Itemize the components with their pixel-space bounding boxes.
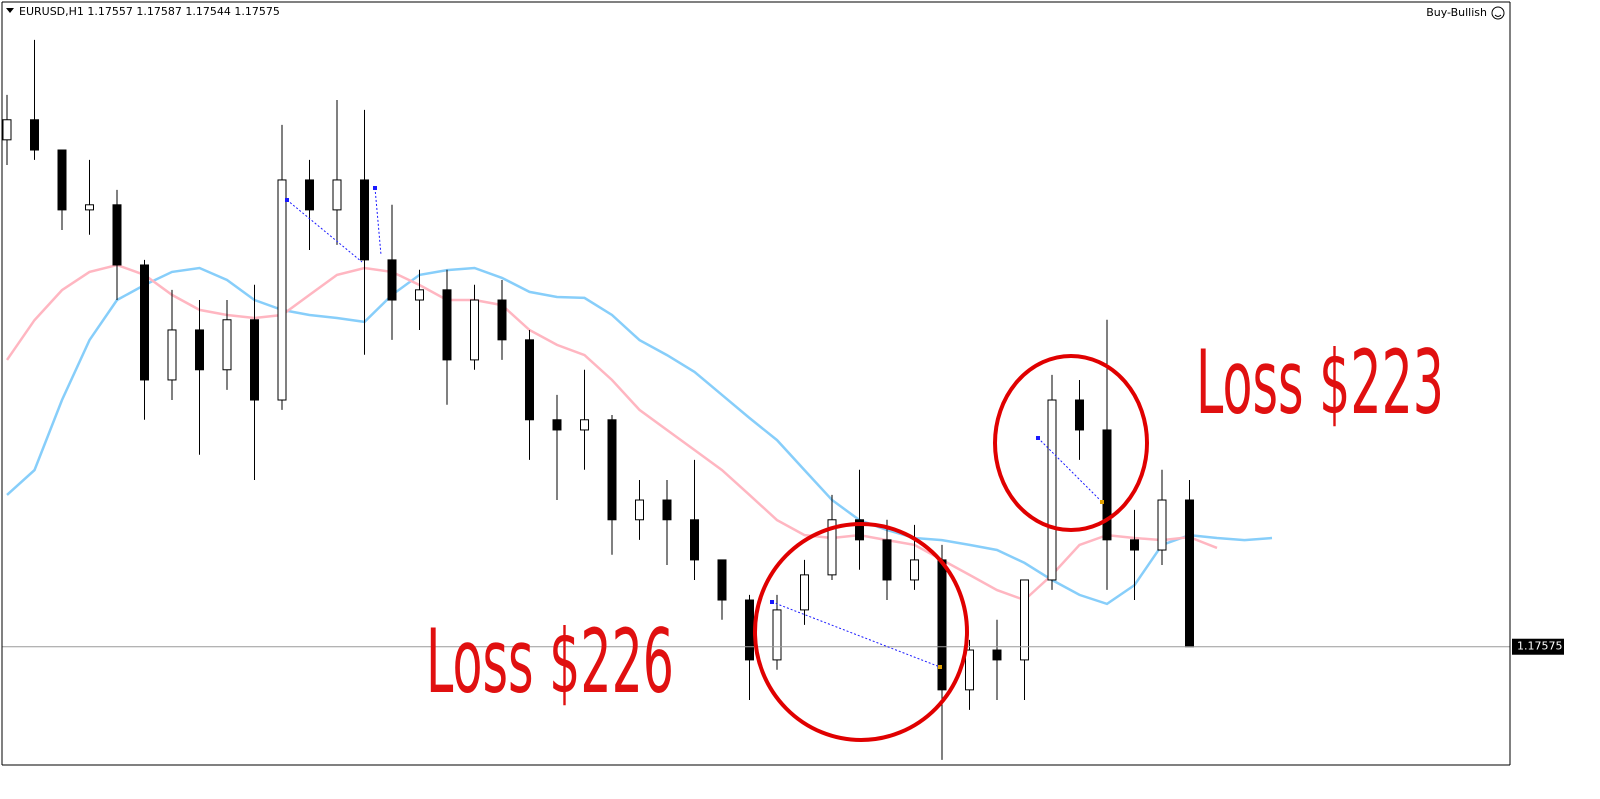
chart-title: EURUSD,H1 1.17557 1.17587 1.17544 1.1757…	[19, 5, 280, 18]
candle-body	[607, 419, 617, 521]
annotation: Loss $226	[426, 610, 674, 713]
trade-markers	[285, 186, 1104, 669]
trade-marker	[1036, 436, 1040, 440]
candle-body	[250, 319, 259, 401]
smiley	[1491, 6, 1505, 20]
candle-body	[1075, 399, 1084, 431]
candle-body	[882, 539, 892, 581]
candle-body	[497, 299, 507, 341]
trade-lines	[286, 187, 1103, 668]
candle-body	[690, 519, 699, 561]
candle-body	[2, 119, 12, 141]
candle-body	[910, 559, 919, 581]
candle-body	[552, 419, 562, 431]
candle-body	[827, 519, 837, 576]
candle-body	[717, 559, 727, 601]
candle-body	[1047, 399, 1057, 581]
moving-average	[5, 263, 1218, 602]
candle-body	[57, 149, 67, 211]
candle-body	[1020, 579, 1029, 661]
trade-line	[374, 187, 382, 256]
candle-body	[415, 289, 424, 301]
candle-body	[1130, 539, 1139, 551]
candle-body	[387, 259, 397, 301]
candle-body	[635, 499, 644, 521]
price-label: 1.17575	[1517, 640, 1563, 653]
candle-body	[195, 329, 204, 371]
trade-marker	[373, 186, 377, 190]
candle-body	[772, 609, 782, 661]
candle-body	[112, 204, 122, 266]
trade-marker	[938, 665, 942, 669]
candle-body	[937, 559, 947, 691]
axes: 1.17575	[1512, 638, 1564, 655]
candle-body	[85, 204, 94, 211]
candle-body	[1157, 499, 1167, 551]
candle-body	[30, 119, 39, 151]
candle-body	[305, 179, 314, 211]
candle-body	[470, 299, 479, 361]
candle-body	[332, 179, 342, 211]
price-label-box	[1512, 638, 1564, 655]
trade-marker	[1100, 500, 1104, 504]
trade-line	[1037, 437, 1103, 503]
highlight-circle	[993, 354, 1149, 532]
annotation: Loss $223	[1196, 331, 1444, 434]
candle-body	[277, 179, 287, 401]
plot	[2, 39, 1510, 760]
candle-body	[1102, 429, 1112, 541]
smiley-mouth	[1494, 14, 1502, 17]
candle-body	[745, 599, 754, 661]
candle-body	[360, 179, 369, 261]
candle-body	[580, 419, 589, 431]
menu-arrow[interactable]	[6, 8, 14, 13]
smiley-face	[1491, 6, 1505, 20]
indicator-label: Buy-Bullish	[1426, 6, 1487, 19]
highlight-circle	[753, 522, 969, 742]
moving-average	[6, 266, 1273, 606]
trade-marker	[770, 600, 774, 604]
candle-body	[140, 264, 149, 381]
trade-marker	[285, 198, 289, 202]
candle-body	[965, 649, 974, 691]
candle-body	[662, 499, 672, 521]
candle-body	[442, 289, 452, 361]
candle-body	[167, 329, 177, 381]
trade-line	[286, 199, 363, 263]
candle-body	[525, 339, 534, 421]
candle-body	[800, 574, 809, 611]
candle-body	[992, 649, 1002, 661]
candle-body	[855, 519, 864, 541]
candle-body	[222, 319, 232, 371]
candle-body	[1185, 499, 1194, 648]
